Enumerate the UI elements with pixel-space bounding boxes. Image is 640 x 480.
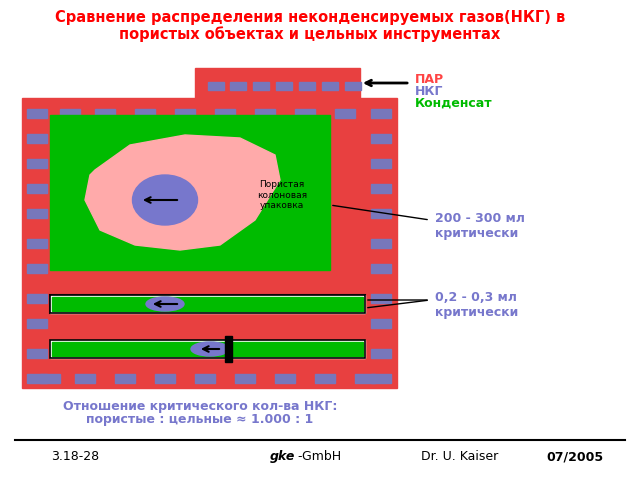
Text: Dr. U. Kaiser: Dr. U. Kaiser xyxy=(421,450,499,463)
Bar xyxy=(27,349,47,358)
Bar xyxy=(50,295,365,313)
Bar xyxy=(115,374,135,383)
Bar xyxy=(371,264,391,273)
Bar xyxy=(371,294,391,303)
Bar xyxy=(345,82,361,90)
Bar xyxy=(276,82,292,90)
Text: НКГ: НКГ xyxy=(415,85,444,98)
Polygon shape xyxy=(85,135,280,250)
Bar xyxy=(275,374,295,383)
Bar xyxy=(95,109,115,118)
Bar xyxy=(371,184,391,193)
Bar xyxy=(50,115,330,270)
Text: -GmbH: -GmbH xyxy=(297,450,341,463)
Bar xyxy=(230,82,246,90)
Text: Пористая
колоновая
упаковка: Пористая колоновая упаковка xyxy=(257,180,307,210)
Text: пористые : цельные ≈ 1.000 : 1: пористые : цельные ≈ 1.000 : 1 xyxy=(86,413,314,426)
Bar xyxy=(371,109,391,118)
Bar xyxy=(315,374,335,383)
Bar xyxy=(50,340,365,358)
Bar xyxy=(371,349,391,358)
Bar xyxy=(371,134,391,143)
Bar xyxy=(322,82,338,90)
Bar xyxy=(195,374,215,383)
Bar xyxy=(27,239,47,248)
Bar xyxy=(52,342,363,356)
Bar xyxy=(22,98,397,388)
Bar xyxy=(27,319,47,328)
Bar xyxy=(27,209,47,218)
Bar xyxy=(335,109,355,118)
Ellipse shape xyxy=(191,342,229,356)
Bar xyxy=(255,109,275,118)
Bar xyxy=(295,109,315,118)
Bar xyxy=(215,109,235,118)
Text: 07/2005: 07/2005 xyxy=(547,450,604,463)
Text: пористых объектах и цельных инструментах: пористых объектах и цельных инструментах xyxy=(120,26,500,42)
Bar xyxy=(135,109,155,118)
Bar xyxy=(50,295,365,313)
Bar xyxy=(195,68,360,98)
Bar xyxy=(27,264,47,273)
Bar xyxy=(75,374,95,383)
Text: Конденсат: Конденсат xyxy=(415,97,493,110)
Bar xyxy=(27,134,47,143)
Bar xyxy=(371,319,391,328)
Text: 3.18-28: 3.18-28 xyxy=(51,450,99,463)
Bar xyxy=(225,336,232,362)
Bar xyxy=(27,109,47,118)
Bar xyxy=(60,109,80,118)
Bar xyxy=(52,297,363,311)
Text: 0,2 - 0,3 мл
критически: 0,2 - 0,3 мл критически xyxy=(435,291,518,319)
Bar xyxy=(235,374,255,383)
Bar xyxy=(50,295,365,313)
Text: gke: gke xyxy=(269,450,295,463)
Text: Отношение критического кол-ва НКГ:: Отношение критического кол-ва НКГ: xyxy=(63,400,337,413)
Bar xyxy=(50,295,365,313)
Bar xyxy=(40,374,60,383)
Text: Сравнение распределения неконденсируемых газов(НКГ) в: Сравнение распределения неконденсируемых… xyxy=(55,10,565,25)
Bar xyxy=(355,374,375,383)
Bar xyxy=(27,184,47,193)
Bar xyxy=(27,159,47,168)
Bar xyxy=(253,82,269,90)
Bar xyxy=(27,374,47,383)
Bar xyxy=(155,374,175,383)
Bar xyxy=(27,294,47,303)
Ellipse shape xyxy=(132,175,198,225)
Ellipse shape xyxy=(146,297,184,311)
Bar xyxy=(50,340,365,358)
Bar xyxy=(371,239,391,248)
Bar xyxy=(208,82,224,90)
Bar xyxy=(371,209,391,218)
Bar xyxy=(299,82,315,90)
Text: 200 - 300 мл
критически: 200 - 300 мл критически xyxy=(435,212,525,240)
Bar xyxy=(371,374,391,383)
Bar xyxy=(371,159,391,168)
Bar xyxy=(175,109,195,118)
Text: ПАР: ПАР xyxy=(415,73,444,86)
